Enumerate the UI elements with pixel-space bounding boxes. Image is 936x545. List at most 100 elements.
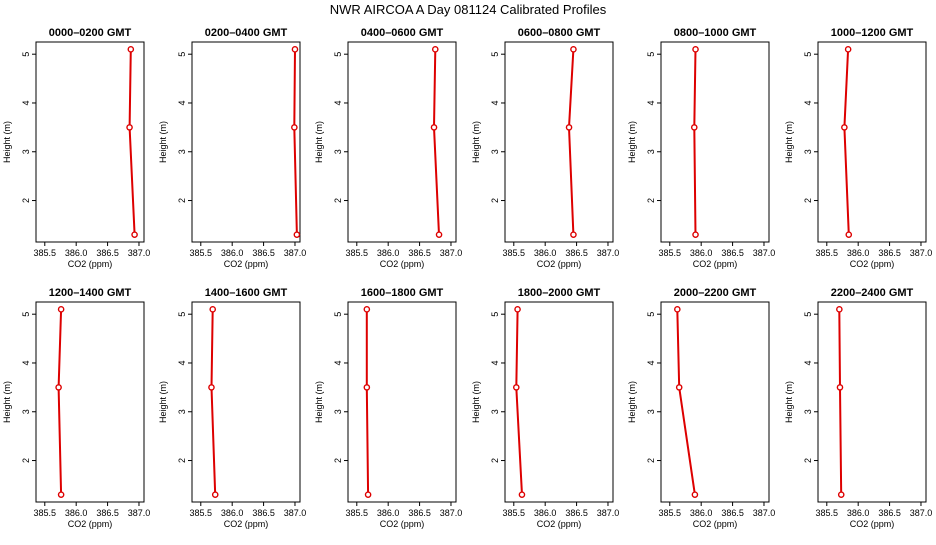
profile-line bbox=[693, 49, 697, 235]
data-point bbox=[211, 491, 219, 498]
y-axis-label: Height (m) bbox=[2, 381, 12, 423]
x-tick-label: 385.5 bbox=[190, 508, 213, 518]
panel-title: 0600–0800 GMT bbox=[518, 27, 601, 39]
x-tick-label: 386.5 bbox=[565, 248, 588, 258]
y-tick-label: 4 bbox=[21, 100, 31, 105]
x-tick-label: 386.5 bbox=[96, 508, 119, 518]
x-axis-label: CO2 (ppm) bbox=[537, 519, 582, 529]
panel-3: 0400–0600 GMT 385.5 386.0 386.5 387.0 2 3 4 5 CO2… bbox=[314, 27, 462, 269]
x-tick-label: 386.0 bbox=[221, 508, 244, 518]
profile-line bbox=[365, 309, 370, 495]
panel-5: 0800–1000 GMT 385.5 386.0 386.5 387.0 2 3 4 5 CO2… bbox=[627, 27, 775, 269]
y-tick-label: 5 bbox=[490, 312, 500, 317]
x-tick-label: 387.0 bbox=[753, 248, 776, 258]
data-point bbox=[209, 306, 217, 313]
x-tick-label: 386.5 bbox=[721, 248, 744, 258]
y-tick-label: 4 bbox=[177, 100, 187, 105]
y-tick-label: 2 bbox=[21, 458, 31, 463]
y-tick-label: 2 bbox=[333, 198, 343, 203]
plot-frame bbox=[35, 301, 145, 503]
panel-title: 0200–0400 GMT bbox=[205, 27, 288, 39]
y-tick-label: 3 bbox=[646, 409, 656, 414]
x-tick-label: 386.0 bbox=[690, 508, 713, 518]
y-tick-label: 2 bbox=[333, 458, 343, 463]
data-point bbox=[514, 306, 521, 313]
y-tick-label: 5 bbox=[21, 312, 31, 317]
panel-title: 2200–2400 GMT bbox=[831, 287, 914, 299]
x-tick-label: 386.0 bbox=[221, 248, 244, 258]
y-tick-label: 3 bbox=[803, 149, 813, 154]
y-tick-label: 4 bbox=[333, 360, 343, 365]
x-tick-label: 386.0 bbox=[690, 248, 713, 258]
profile-line bbox=[843, 49, 850, 235]
y-tick-label: 5 bbox=[333, 312, 343, 317]
x-tick-label: 385.5 bbox=[190, 248, 213, 258]
panel-10: 1800–2000 GMT 385.5 386.0 386.5 387.0 2 3 4 5 CO2… bbox=[471, 287, 619, 529]
x-axis-label: CO2 (ppm) bbox=[224, 259, 269, 269]
plot-frame bbox=[347, 41, 457, 243]
x-tick-label: 385.5 bbox=[659, 508, 682, 518]
x-tick-label: 387.0 bbox=[128, 248, 151, 258]
x-tick-label: 386.0 bbox=[65, 508, 88, 518]
y-tick-label: 5 bbox=[803, 312, 813, 317]
profile-line bbox=[838, 309, 843, 495]
x-tick-label: 386.5 bbox=[96, 248, 119, 258]
panel-9: 1600–1800 GMT 385.5 386.0 386.5 387.0 2 3 4 5 CO2… bbox=[314, 287, 462, 529]
profile-line bbox=[210, 309, 217, 495]
y-tick-label: 4 bbox=[646, 360, 656, 365]
x-tick-label: 387.0 bbox=[284, 508, 307, 518]
y-tick-label: 3 bbox=[490, 149, 500, 154]
panel-2: 0200–0400 GMT 385.5 386.0 386.5 387.0 2 3 4 5 CO2… bbox=[158, 27, 306, 269]
panel-8: 1400–1600 GMT 385.5 386.0 386.5 387.0 2 3 4 5 CO2… bbox=[158, 287, 306, 529]
x-tick-label: 386.5 bbox=[252, 248, 275, 258]
profile-line bbox=[676, 309, 696, 495]
y-tick-label: 5 bbox=[803, 52, 813, 57]
x-tick-label: 386.0 bbox=[847, 508, 870, 518]
plot-frame bbox=[817, 41, 927, 243]
data-point bbox=[845, 231, 853, 238]
data-point bbox=[430, 124, 438, 131]
panel-title: 0800–1000 GMT bbox=[674, 27, 757, 39]
x-tick-label: 387.0 bbox=[910, 508, 933, 518]
data-point bbox=[674, 306, 681, 313]
plot-frame bbox=[817, 301, 927, 503]
data-point bbox=[836, 306, 843, 313]
y-tick-label: 4 bbox=[803, 100, 813, 105]
main-title: NWR AIRCOA A Day 081124 Calibrated Profi… bbox=[330, 2, 607, 17]
x-tick-label: 387.0 bbox=[284, 248, 307, 258]
panel-title: 0000–0200 GMT bbox=[49, 27, 132, 39]
data-point bbox=[208, 384, 215, 391]
x-tick-label: 386.5 bbox=[878, 508, 901, 518]
y-tick-label: 4 bbox=[177, 360, 187, 365]
plot-frame bbox=[35, 41, 145, 243]
profile-line bbox=[432, 49, 440, 235]
x-axis-label: CO2 (ppm) bbox=[693, 519, 738, 529]
profile-line bbox=[293, 49, 298, 235]
data-point bbox=[841, 124, 848, 131]
x-tick-label: 386.0 bbox=[534, 508, 557, 518]
panel-title: 1200–1400 GMT bbox=[49, 287, 132, 299]
y-tick-label: 3 bbox=[333, 149, 343, 154]
panel-title: 0400–0600 GMT bbox=[361, 27, 444, 39]
data-point bbox=[565, 124, 573, 131]
data-point bbox=[57, 306, 65, 313]
y-axis-label: Height (m) bbox=[471, 121, 481, 163]
plot-frame bbox=[191, 41, 301, 243]
profile-line bbox=[515, 309, 523, 495]
y-axis-label: Height (m) bbox=[784, 121, 794, 163]
y-axis-label: Height (m) bbox=[784, 381, 794, 423]
y-tick-label: 2 bbox=[177, 198, 187, 203]
y-tick-label: 3 bbox=[646, 149, 656, 154]
x-axis-label: CO2 (ppm) bbox=[850, 259, 895, 269]
y-axis-label: Height (m) bbox=[158, 381, 168, 423]
x-tick-label: 386.5 bbox=[565, 508, 588, 518]
data-point bbox=[126, 124, 133, 131]
y-tick-label: 2 bbox=[646, 198, 656, 203]
x-tick-label: 387.0 bbox=[753, 508, 776, 518]
y-tick-label: 2 bbox=[490, 458, 500, 463]
x-tick-label: 385.5 bbox=[34, 248, 57, 258]
x-tick-label: 386.5 bbox=[252, 508, 275, 518]
x-axis-label: CO2 (ppm) bbox=[537, 259, 582, 269]
y-tick-label: 4 bbox=[803, 360, 813, 365]
